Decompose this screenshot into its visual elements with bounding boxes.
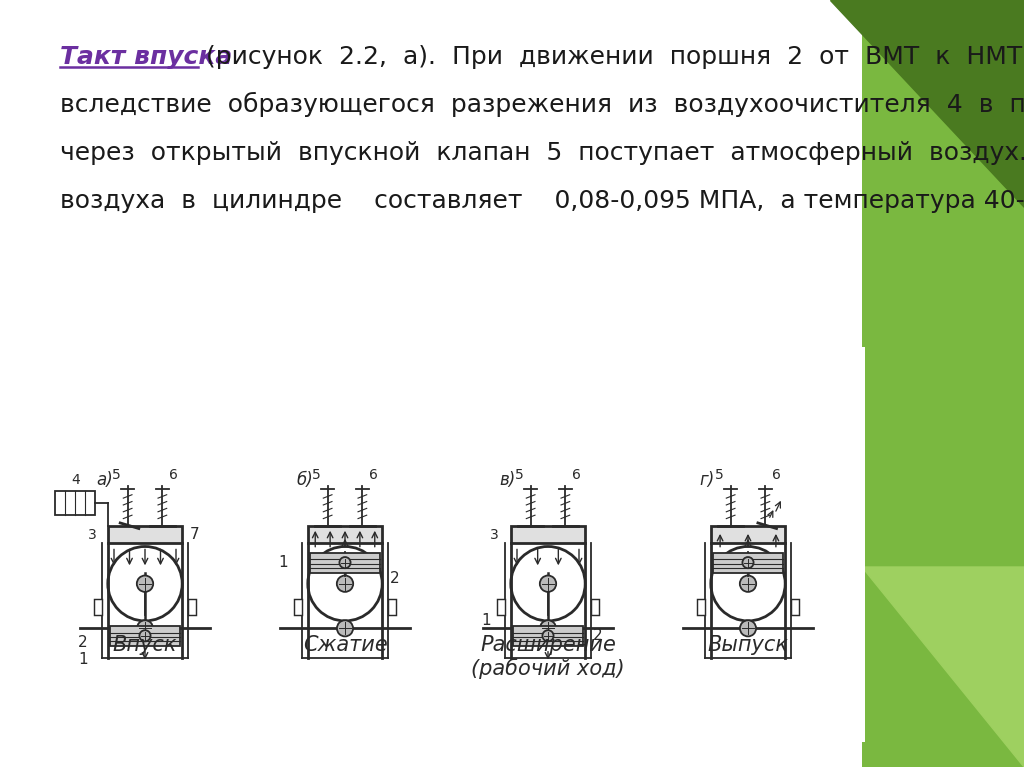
Text: 1: 1 [279,555,288,570]
Circle shape [740,621,756,637]
Bar [513,626,583,646]
Bar [55,492,95,515]
Text: г): г) [699,471,715,489]
Text: Сжатие: Сжатие [303,634,387,654]
Text: 7: 7 [189,527,200,542]
Polygon shape [862,567,1024,767]
Text: Такт впуска: Такт впуска [60,45,232,69]
Text: 6: 6 [572,468,581,482]
Bar [792,599,799,614]
Circle shape [137,621,153,637]
Text: в): в) [500,471,516,489]
Bar [697,599,705,614]
Text: 3: 3 [88,528,96,542]
Text: Выпуск: Выпуск [708,634,788,654]
Bar [188,599,196,614]
Circle shape [308,547,382,621]
Text: 6: 6 [772,468,781,482]
Circle shape [511,547,585,621]
Text: 5: 5 [112,468,121,482]
Bar [511,526,585,543]
Circle shape [540,575,556,592]
Bar [711,526,785,543]
Text: Расширение
(рабочий ход): Расширение (рабочий ход) [471,634,625,679]
Bar [498,599,505,614]
Text: 6: 6 [369,468,378,482]
Text: 6: 6 [169,468,178,482]
Text: 4: 4 [71,473,80,487]
Text: а): а) [96,471,114,489]
Circle shape [543,630,554,641]
Bar [310,553,380,572]
Circle shape [739,575,756,592]
Circle shape [711,547,785,621]
Text: Впуск: Впуск [113,634,177,654]
Circle shape [137,575,154,592]
Bar [294,599,302,614]
Text: через  открытый  впускной  клапан  5  поступает  атмосферный  воздух.  Давление: через открытый впускной клапан 5 поступа… [60,141,1024,165]
Text: 2: 2 [390,571,399,586]
Circle shape [540,621,556,637]
Text: 5: 5 [312,468,321,482]
Text: 5: 5 [515,468,524,482]
Polygon shape [830,0,1024,207]
Bar [592,599,599,614]
Bar [94,599,101,614]
Bar [30,347,865,742]
Bar [108,526,182,543]
Bar [0,0,862,767]
Text: вследствие  образующегося  разрежения  из  воздухоочистителя  4  в  полость  цил: вследствие образующегося разрежения из в… [60,92,1024,117]
Circle shape [742,557,754,568]
Bar [388,599,396,614]
Text: б): б) [297,471,313,489]
Text: 1: 1 [78,652,88,667]
Bar [308,526,382,543]
Bar [862,0,1024,767]
Text: 3: 3 [489,528,499,542]
Circle shape [139,630,151,641]
Text: 2: 2 [593,628,602,644]
Circle shape [108,547,182,621]
Bar [111,626,180,646]
Text: 1: 1 [481,614,490,628]
Text: (рисунок  2.2,  а).  При  движении  поршня  2  от  ВМТ  к  НМТ: (рисунок 2.2, а). При движении поршня 2 … [198,45,1022,69]
Bar [714,553,782,572]
Text: воздуха  в  цилиндре    составляет    0,08-0,095 МПА,  а температура 40-60 °С.: воздуха в цилиндре составляет 0,08-0,095… [60,189,1024,213]
Text: 2: 2 [78,635,88,650]
Circle shape [337,621,353,637]
Text: 5: 5 [715,468,724,482]
Circle shape [337,575,353,592]
Circle shape [339,557,350,568]
